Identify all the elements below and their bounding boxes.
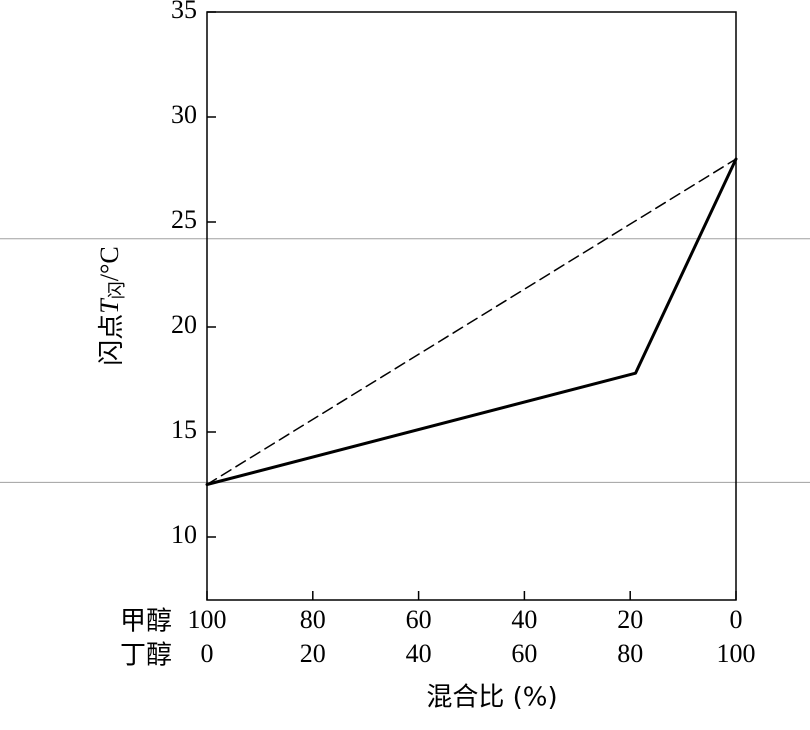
reference-lines <box>0 238 810 483</box>
x-tick-label: 80 <box>617 639 643 668</box>
x-tick-label: 0 <box>201 639 214 668</box>
y-axis-ticks: 10 15 20 25 30 35 <box>171 0 216 549</box>
y-tick-label: 25 <box>171 205 197 234</box>
series-line-solid <box>205 157 738 486</box>
x-axis-ticks <box>206 591 737 600</box>
y-axis-title-sub: 闪 <box>107 281 128 299</box>
x-tick-label: 60 <box>511 639 537 668</box>
series-line-dashed <box>206 158 737 486</box>
y-tick-label: 10 <box>171 520 197 549</box>
x-row-label: 丁醇 <box>120 641 172 671</box>
series-group <box>205 157 738 486</box>
x-tick-label: 100 <box>188 605 227 634</box>
x-tick-label: 80 <box>300 605 326 634</box>
x-tick-label: 100 <box>717 639 756 668</box>
y-tick-label: 15 <box>171 415 197 444</box>
x-axis-title: 混合比 (%) <box>426 683 557 713</box>
y-tick-label: 30 <box>171 100 197 129</box>
y-axis-title: 闪点T闪/°C <box>95 246 128 365</box>
y-tick-label: 20 <box>171 310 197 339</box>
x-tick-label: 0 <box>730 605 743 634</box>
x-tick-label: 40 <box>511 605 537 634</box>
y-tick-label: 35 <box>171 0 197 24</box>
plot-frame <box>206 11 737 601</box>
x-tick-label: 20 <box>300 639 326 668</box>
y-axis-title-main: 闪点 <box>97 314 127 366</box>
y-axis-title-unit: /°C <box>95 246 124 281</box>
x-tick-label: 40 <box>406 639 432 668</box>
y-axis-title-var: T <box>95 298 124 314</box>
x-tick-label: 20 <box>617 605 643 634</box>
x-row-label: 甲醇 <box>120 607 172 637</box>
x-axis-tick-rows: 甲醇 100 80 60 40 20 0 丁醇 0 20 40 60 80 100 <box>120 605 756 671</box>
x-tick-label: 60 <box>406 605 432 634</box>
